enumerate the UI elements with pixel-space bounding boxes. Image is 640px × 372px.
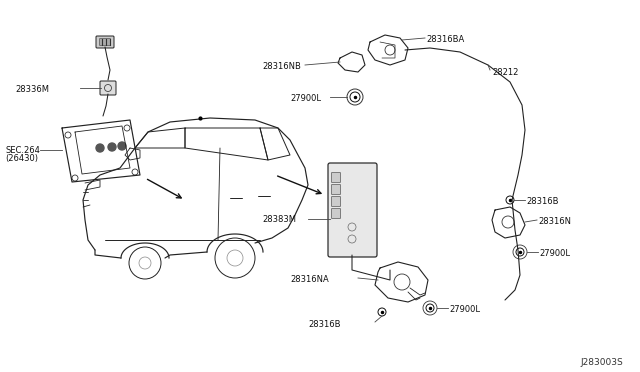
Text: J283003S: J283003S (580, 358, 623, 367)
FancyBboxPatch shape (96, 36, 114, 48)
FancyBboxPatch shape (332, 196, 340, 206)
FancyBboxPatch shape (332, 173, 340, 183)
Text: 27900L: 27900L (449, 305, 480, 314)
Text: 27900L: 27900L (290, 94, 321, 103)
FancyBboxPatch shape (332, 208, 340, 218)
Text: 28383M: 28383M (262, 215, 296, 224)
FancyBboxPatch shape (332, 185, 340, 195)
Circle shape (118, 142, 126, 150)
Text: (26430): (26430) (5, 154, 38, 163)
Text: SEC.264: SEC.264 (5, 146, 40, 155)
Text: 28336M: 28336M (15, 85, 49, 94)
Text: 28212: 28212 (492, 68, 518, 77)
FancyBboxPatch shape (328, 163, 377, 257)
Text: 28316B: 28316B (308, 320, 340, 329)
Text: 28316B: 28316B (526, 197, 559, 206)
Text: 27900L: 27900L (539, 249, 570, 258)
Text: 28316N: 28316N (538, 217, 571, 226)
Text: 28316NB: 28316NB (262, 62, 301, 71)
Circle shape (96, 144, 104, 152)
FancyBboxPatch shape (100, 81, 116, 95)
FancyBboxPatch shape (99, 38, 111, 45)
Text: 28316BA: 28316BA (426, 35, 464, 44)
Text: 28316NA: 28316NA (290, 275, 329, 284)
Circle shape (108, 143, 116, 151)
